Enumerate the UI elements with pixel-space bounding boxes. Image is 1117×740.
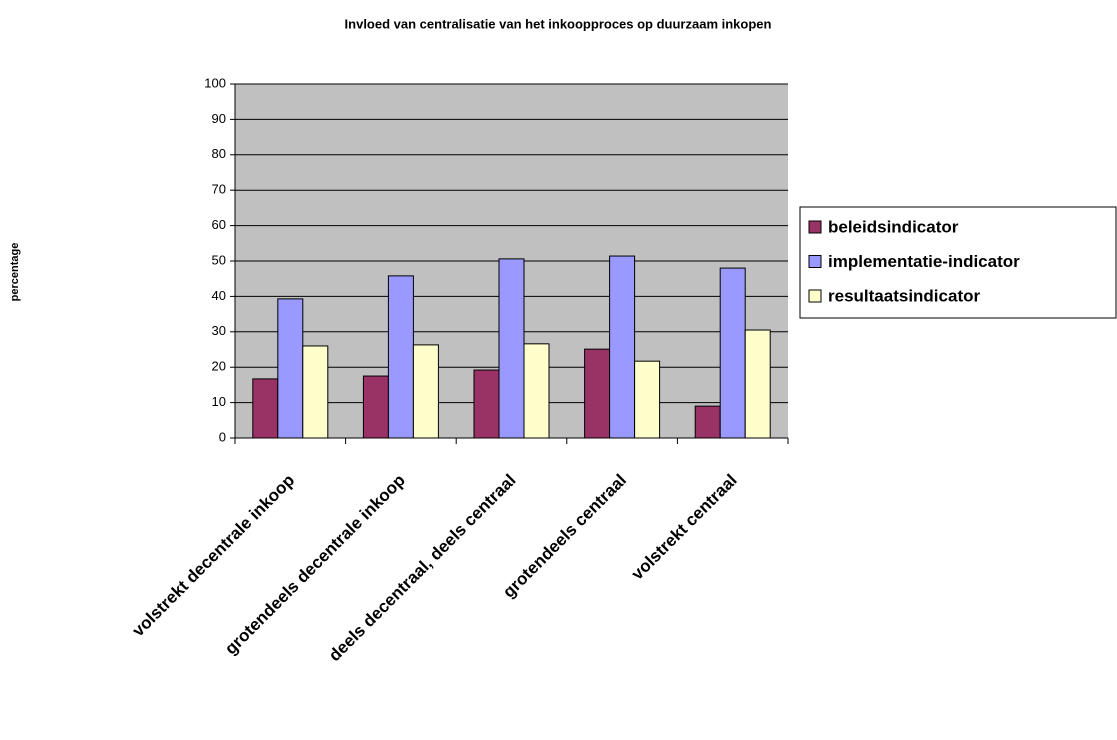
- bar: [412, 344, 439, 439]
- y-tick-label: 100: [204, 75, 226, 90]
- bar: [609, 255, 636, 439]
- bar: [277, 298, 304, 439]
- legend-label: resultaatsindicator: [828, 286, 980, 305]
- bar: [584, 348, 611, 439]
- bar: [362, 375, 389, 439]
- legend-swatch: [808, 220, 822, 234]
- bar: [694, 405, 721, 439]
- legend-label: beleidsindicator: [828, 217, 959, 236]
- y-tick-label: 50: [212, 252, 226, 267]
- bar: [252, 378, 279, 439]
- y-tick-label: 10: [212, 394, 226, 409]
- x-tick-label: grotendeels centraal: [499, 471, 630, 602]
- bar: [634, 360, 661, 439]
- x-tick-label: grotendeels decentrale inkoop: [221, 471, 409, 659]
- x-tick-label: deels decentraal, deels centraal: [325, 471, 520, 666]
- bar: [498, 258, 525, 439]
- bar: [719, 267, 746, 439]
- bar: [387, 275, 414, 439]
- bar: [302, 345, 329, 439]
- y-tick-label: 90: [212, 111, 226, 126]
- y-tick-label: 0: [219, 429, 226, 444]
- y-tick-label: 30: [212, 323, 226, 338]
- chart-title: Invloed van centralisatie van het inkoop…: [345, 16, 772, 31]
- y-tick-label: 20: [212, 359, 226, 374]
- bar: [744, 329, 771, 439]
- y-axis-label: percentage: [9, 243, 21, 302]
- y-tick-label: 70: [212, 182, 226, 197]
- x-tick-label: volstrekt centraal: [628, 471, 741, 584]
- bar: [473, 369, 500, 439]
- legend-box: [799, 206, 1117, 319]
- y-tick-label: 80: [212, 146, 226, 161]
- bar: [523, 343, 550, 439]
- y-tick-label: 40: [212, 288, 226, 303]
- legend-swatch: [808, 255, 822, 268]
- legend-label: implementatie-indicator: [828, 252, 1020, 271]
- legend-swatch: [808, 289, 822, 303]
- y-tick-label: 60: [212, 217, 226, 232]
